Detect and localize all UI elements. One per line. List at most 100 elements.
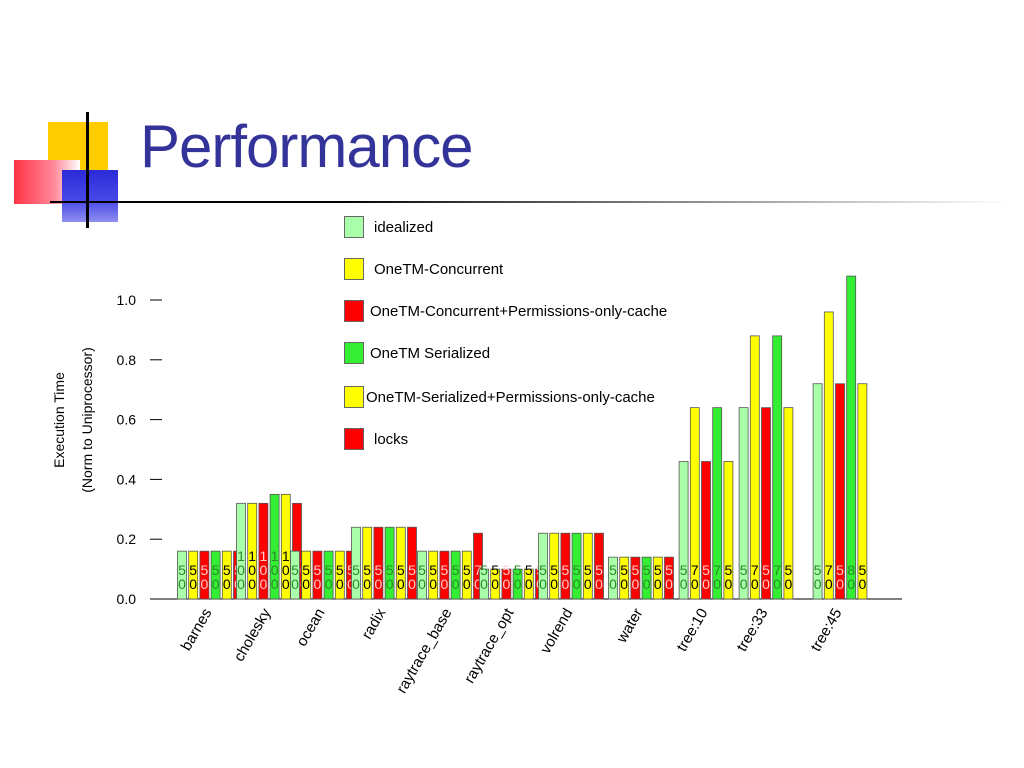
y-tick-label: 0.2 (117, 531, 137, 547)
category-label: ocean (293, 606, 328, 650)
decor-horizontal-rule (50, 201, 1010, 203)
legend-label: locks (374, 431, 409, 448)
bar (439, 550, 450, 600)
y-tick-label: 0.8 (117, 352, 137, 368)
bar (772, 335, 783, 600)
bar (395, 526, 406, 600)
bar (177, 550, 187, 600)
bar (450, 550, 461, 600)
legend-swatch (344, 342, 364, 364)
y-tick-label: 0.6 (117, 412, 137, 428)
bar (188, 550, 199, 600)
bar (523, 568, 534, 600)
legend-swatch (344, 216, 364, 238)
y-axis-label: (Norm to Uniprocessor) (79, 347, 95, 492)
bar (280, 493, 291, 600)
bar (701, 461, 711, 600)
bar (334, 550, 345, 600)
bar (712, 407, 723, 600)
bar (473, 532, 483, 600)
legend-swatch (344, 386, 364, 408)
bar (373, 526, 384, 600)
legend-label: OneTM Serialized (370, 345, 491, 362)
bar (582, 532, 593, 600)
bar (571, 532, 582, 600)
bar (812, 383, 823, 600)
bar (501, 568, 512, 600)
bar (290, 550, 300, 600)
bar (210, 550, 221, 600)
bar (630, 556, 641, 600)
legend-label: idealized (374, 219, 434, 236)
bar (323, 550, 334, 600)
category-label: barnes (178, 606, 216, 654)
legend-swatch (344, 300, 364, 322)
bar (236, 502, 246, 600)
y-tick-label: 1.0 (117, 292, 137, 308)
bar (258, 502, 269, 600)
bar (312, 550, 323, 600)
slide-title: Performance (140, 113, 473, 180)
bar (652, 556, 663, 600)
bar (846, 275, 857, 600)
legend-label: OneTM-Serialized+Permissions-only-cache (366, 389, 655, 406)
bar (689, 407, 700, 600)
y-tick-label: 0.4 (117, 471, 137, 487)
category-label: radix (358, 605, 389, 642)
bar (594, 532, 604, 600)
bar (823, 311, 834, 600)
decor-vertical-line (86, 112, 89, 228)
bar (407, 526, 417, 600)
bar (301, 550, 312, 600)
bar (664, 556, 674, 600)
category-label: tree:33 (733, 606, 771, 655)
bar (641, 556, 652, 600)
bar (749, 335, 760, 600)
legend-swatch (344, 428, 364, 450)
bar (608, 556, 618, 600)
category-label: water (613, 606, 647, 647)
category-label: volrend (537, 606, 576, 657)
bar (857, 383, 868, 600)
y-tick-label: 0.0 (117, 591, 137, 607)
category-label: cholesky (231, 605, 275, 664)
bar (351, 526, 361, 600)
bar (221, 550, 232, 600)
category-label: tree:10 (673, 606, 711, 655)
